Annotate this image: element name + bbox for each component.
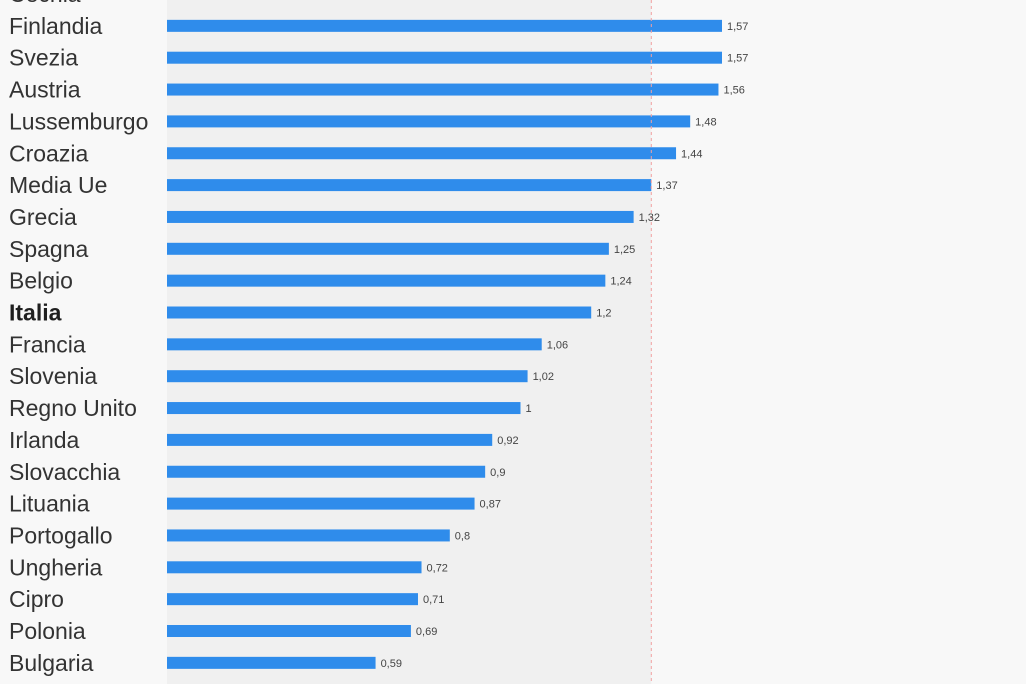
- category-label-austria: Austria: [9, 77, 81, 103]
- category-label-cechia: Cechia: [9, 0, 81, 7]
- category-label-francia: Francia: [9, 331, 86, 357]
- bar-irlanda: [167, 433, 493, 446]
- category-labels-group: Cechia Finlandia Svezia Austria Lussemburgo C…: [9, 0, 148, 676]
- value-label-lituania: 0,87: [480, 499, 501, 511]
- bar-croazia: [167, 147, 677, 160]
- bar-spagna: [167, 242, 609, 255]
- value-label-grecia: 1,32: [639, 212, 660, 224]
- category-label-belgio: Belgio: [9, 268, 73, 294]
- category-label-ungheria: Ungheria: [9, 554, 103, 580]
- bar-bulgaria: [167, 656, 376, 669]
- bar-lituania: [167, 497, 475, 510]
- category-label-regno-unito: Regno Unito: [9, 395, 137, 421]
- bar-ungheria: [167, 561, 422, 574]
- value-label-regno-unito: 1: [526, 403, 532, 415]
- category-label-italia: Italia: [9, 300, 62, 326]
- value-label-media-ue: 1,37: [656, 180, 677, 192]
- value-label-irlanda: 0,92: [497, 435, 518, 447]
- value-label-italia: 1,2: [596, 308, 611, 320]
- category-label-portogallo: Portogallo: [9, 522, 113, 548]
- category-label-lituania: Lituania: [9, 491, 90, 517]
- bars-group: [167, 19, 722, 669]
- value-label-bulgaria: 0,59: [381, 658, 402, 670]
- category-label-finlandia: Finlandia: [9, 13, 103, 39]
- value-label-francia: 1,06: [547, 339, 568, 351]
- category-label-slovacchia: Slovacchia: [9, 459, 120, 485]
- value-label-portogallo: 0,8: [455, 530, 470, 542]
- bar-finlandia: [167, 19, 722, 32]
- value-label-polonia: 0,69: [416, 626, 437, 638]
- category-label-irlanda: Irlanda: [9, 427, 80, 453]
- bar-lussemburgo: [167, 115, 691, 128]
- bar-svezia: [167, 51, 722, 64]
- bar-regno-unito: [167, 402, 521, 415]
- value-label-finlandia: 1,57: [727, 21, 748, 33]
- value-label-belgio: 1,24: [610, 276, 631, 288]
- value-label-croazia: 1,44: [681, 148, 702, 160]
- category-label-polonia: Polonia: [9, 618, 86, 644]
- category-label-spagna: Spagna: [9, 236, 89, 262]
- value-label-ungheria: 0,72: [427, 562, 448, 574]
- bar-polonia: [167, 625, 411, 637]
- value-label-slovacchia: 0,9: [490, 467, 505, 479]
- category-label-grecia: Grecia: [9, 204, 77, 230]
- category-label-croazia: Croazia: [9, 140, 88, 166]
- bar-slovenia: [167, 370, 528, 383]
- value-label-lussemburgo: 1,48: [695, 116, 716, 128]
- value-label-svezia: 1,57: [727, 53, 748, 65]
- value-label-austria: 1,56: [723, 85, 744, 97]
- category-label-slovenia: Slovenia: [9, 363, 97, 389]
- bar-portogallo: [167, 529, 450, 542]
- value-label-cechia: 1,6: [738, 0, 753, 1]
- value-label-slovenia: 1,02: [533, 371, 554, 383]
- category-label-bulgaria: Bulgaria: [9, 650, 94, 676]
- category-label-cipro: Cipro: [9, 586, 64, 612]
- bar-belgio: [167, 274, 606, 287]
- bar-austria: [167, 83, 719, 96]
- value-label-spagna: 1,25: [614, 244, 635, 256]
- value-labels-group: 1,6 1,57 1,57 1,56 1,48 1,44 1,37 1,32 1,25 1,24 1…: [381, 0, 753, 670]
- category-label-lussemburgo: Lussemburgo: [9, 108, 148, 134]
- bar-media-ue: [167, 179, 652, 192]
- bar-slovacchia: [167, 465, 486, 478]
- category-label-svezia: Svezia: [9, 45, 78, 71]
- category-label-media-ue: Media Ue: [9, 172, 107, 198]
- value-label-cipro: 0,71: [423, 594, 444, 606]
- bar-francia: [167, 338, 542, 351]
- bar-cipro: [167, 593, 418, 606]
- bar-grecia: [167, 210, 634, 223]
- bar-italia: [167, 306, 592, 319]
